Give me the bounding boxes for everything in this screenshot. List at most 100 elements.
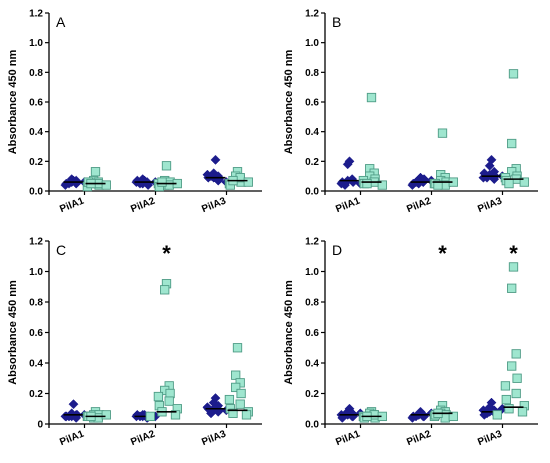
data-point — [235, 399, 245, 409]
y-tick-label: 0.2 — [29, 389, 43, 400]
data-point — [153, 391, 164, 402]
data-point — [68, 399, 79, 410]
y-tick-label: 0.8 — [29, 68, 43, 79]
y-tick-label: 0.4 — [305, 359, 319, 370]
panel-label: D — [332, 242, 342, 258]
data-point — [165, 388, 175, 399]
x-tick-label: PilA1 — [58, 428, 86, 448]
y-tick-label: 0.6 — [29, 328, 43, 339]
data-point — [511, 388, 521, 399]
panel-b: 0.0 0.2 0.4 0.6 0.8 1.0 1.2 Absorbance 450 nm B P… — [283, 9, 538, 215]
x-tick-label: PilA2 — [405, 428, 433, 448]
data-point — [224, 394, 235, 405]
data-point — [437, 128, 448, 138]
y-tick-label: 1.2 — [305, 237, 319, 248]
data-point — [512, 373, 522, 383]
panel-c: 0 0.2 0.4 0.6 0.8 1.0 1.2 Absorbance 450 nm C Pil… — [7, 237, 262, 448]
significance-marker: * — [162, 241, 171, 266]
data-point — [243, 177, 253, 187]
data-point — [500, 381, 511, 391]
y-tick-label: 1.0 — [305, 38, 319, 49]
x-tick-label: PilA3 — [200, 195, 228, 215]
x-tick-label: PilA2 — [129, 428, 157, 448]
data-point — [511, 349, 521, 359]
data-point — [433, 180, 443, 190]
data-point — [228, 408, 238, 418]
x-tick-label: PilA3 — [476, 195, 504, 215]
y-tick-label: 0.0 — [29, 187, 43, 198]
x-tick-label: PilA2 — [405, 195, 433, 215]
x-tick-label: PilA2 — [129, 195, 157, 215]
data-point — [507, 361, 517, 371]
data-point — [210, 154, 221, 165]
data-point — [206, 171, 216, 182]
y-tick-label: 0.6 — [29, 98, 43, 109]
y-tick-label: 0.2 — [29, 157, 43, 168]
y-axis-label: Absorbance 450 nm — [7, 280, 19, 385]
data-point — [90, 167, 101, 177]
y-tick-label: 0.2 — [305, 389, 319, 400]
y-tick-label: 0.0 — [305, 420, 319, 431]
data-point — [145, 411, 155, 422]
y-tick-label: 0.0 — [305, 187, 319, 198]
data-point — [519, 177, 529, 187]
data-point — [508, 262, 519, 272]
data-point — [508, 69, 519, 79]
y-tick-label: 0.8 — [305, 298, 319, 309]
data-point — [71, 175, 82, 186]
y-tick-label: 0.6 — [305, 98, 319, 109]
y-tick-label: 0.4 — [29, 127, 43, 138]
x-tick-label: PilA1 — [58, 195, 86, 215]
x-tick-label: PilA1 — [334, 195, 362, 215]
y-tick-label: 1.0 — [29, 267, 43, 278]
y-tick-label: 0.4 — [305, 127, 319, 138]
y-tick-label: 1.0 — [29, 38, 43, 49]
y-tick-label: 1.0 — [305, 267, 319, 278]
x-tick-label: PilA1 — [334, 428, 362, 448]
y-axis-label: Absorbance 450 nm — [7, 50, 19, 155]
significance-marker: * — [509, 241, 518, 266]
data-point — [231, 370, 241, 380]
y-tick-label: 1.2 — [305, 9, 319, 20]
data-point — [377, 180, 387, 190]
data-point — [340, 180, 350, 191]
y-tick-label: 0 — [37, 420, 43, 431]
data-point — [232, 343, 243, 353]
panel-label: B — [332, 14, 341, 30]
y-tick-label: 0.4 — [29, 359, 43, 370]
y-tick-label: 1.2 — [29, 9, 43, 20]
data-point — [206, 408, 216, 419]
data-point — [236, 388, 246, 399]
data-point — [507, 138, 517, 149]
panel-label: A — [56, 14, 66, 30]
data-point — [504, 404, 514, 414]
data-point — [362, 178, 372, 189]
data-point — [342, 159, 353, 170]
y-tick-label: 0.8 — [305, 68, 319, 79]
data-point — [231, 382, 241, 393]
y-tick-label: 0.2 — [305, 157, 319, 168]
data-point — [161, 161, 172, 171]
data-point — [517, 407, 528, 417]
data-point — [501, 394, 511, 405]
data-point — [101, 410, 111, 420]
significance-marker: * — [438, 241, 447, 266]
data-point — [366, 92, 377, 103]
data-point — [170, 410, 181, 420]
data-point — [507, 283, 517, 293]
data-point — [241, 410, 252, 420]
panel-d: 0.0 0.2 0.4 0.6 0.8 1.0 1.2 Absorbance 450 nm D P… — [283, 237, 538, 448]
data-point — [448, 411, 458, 422]
data-point — [160, 285, 170, 295]
data-point — [157, 177, 167, 187]
y-tick-label: 1.2 — [29, 237, 43, 248]
panel-a: 0.0 0.2 0.4 0.6 0.8 1.0 1.2 Absorbance 450 nm A P… — [7, 9, 262, 215]
y-tick-label: 0.8 — [29, 298, 43, 309]
x-tick-label: PilA3 — [200, 428, 228, 448]
y-axis-label: Absorbance 450 nm — [283, 50, 295, 155]
y-axis-label: Absorbance 450 nm — [283, 280, 295, 385]
panel-label: C — [56, 242, 66, 258]
y-tick-label: 0.6 — [305, 328, 319, 339]
data-point — [492, 410, 502, 420]
